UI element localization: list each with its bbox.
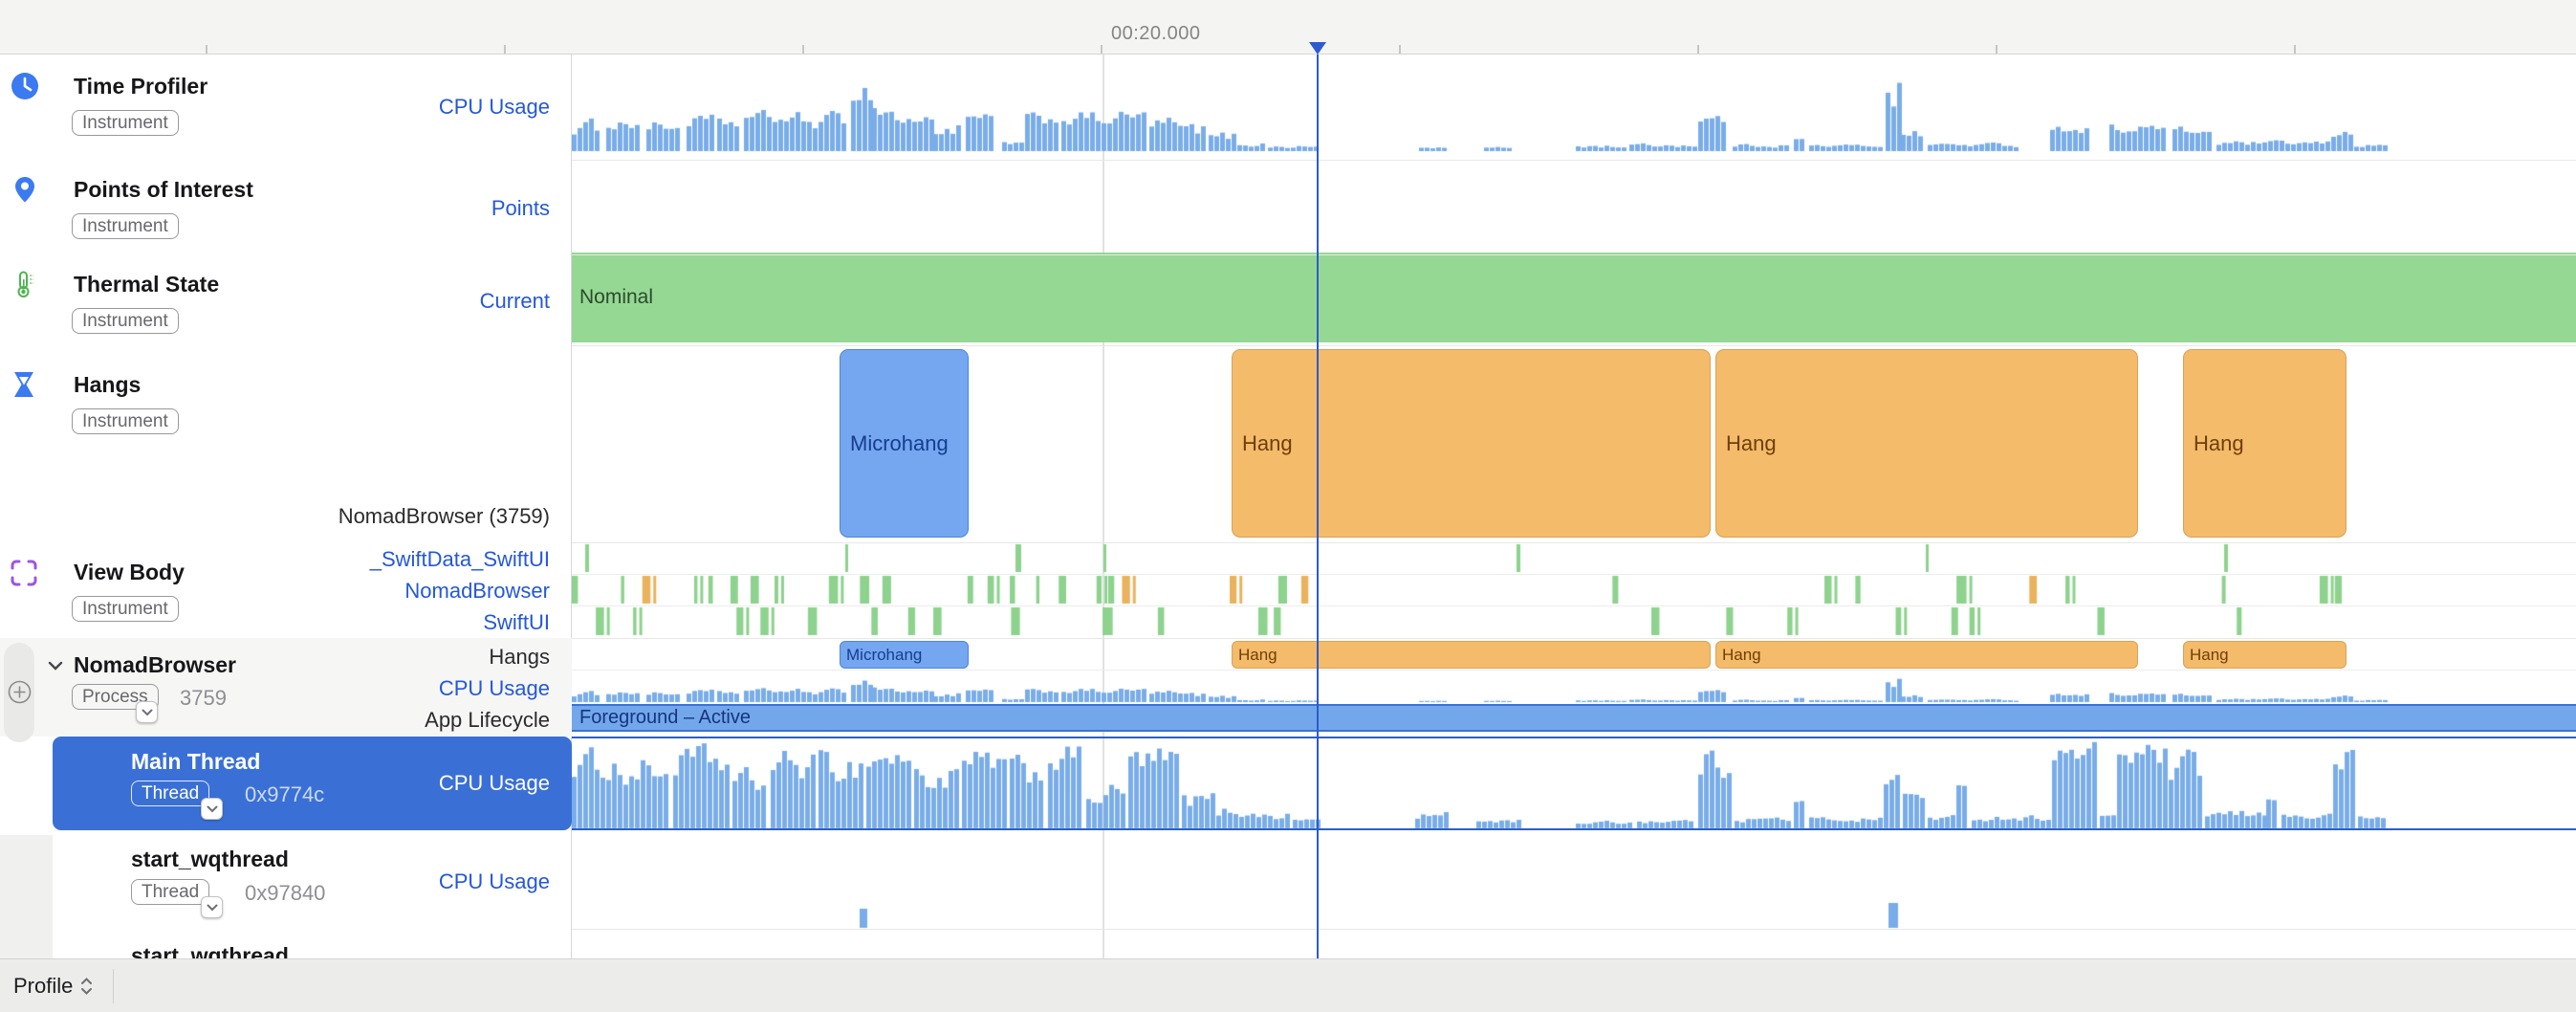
thread-title: start_wqthread — [131, 943, 289, 958]
badge-chevron-button[interactable] — [201, 798, 223, 820]
track-row-time-profiler[interactable]: Time Profiler Instrument CPU Usage — [0, 55, 572, 160]
hang-chip-label: Microhang — [846, 645, 923, 664]
badge-chevron-button[interactable] — [136, 701, 158, 723]
ruler-tick — [1996, 45, 1997, 54]
bottom-toolbar: Profile — [0, 958, 2576, 1012]
lane-label-cpu-usage: CPU Usage — [438, 869, 550, 893]
main-thread-track-top-border — [572, 737, 2576, 738]
lane-label-hangs: Hangs — [489, 645, 550, 669]
track-title: Hangs — [74, 372, 142, 397]
instrument-badge: Instrument — [72, 308, 179, 334]
app-lifecycle-track[interactable]: Foreground – Active — [572, 704, 2576, 732]
thread-title: start_wqthread — [131, 847, 289, 871]
ruler-tick — [206, 45, 207, 54]
lane-label-cpu-usage: CPU Usage — [438, 676, 550, 700]
lane-label-app-lifecycle: App Lifecycle — [425, 708, 550, 732]
lane-label-cpu-usage: CPU Usage — [438, 771, 550, 795]
thread-badge[interactable]: Thread — [131, 879, 210, 905]
process-badge[interactable]: Process — [72, 684, 159, 710]
instrument-badge: Instrument — [72, 110, 179, 136]
hang-interval-label: Microhang — [850, 430, 949, 455]
track-title: View Body — [74, 560, 185, 584]
instrument-badge: Instrument — [72, 408, 179, 434]
track-row-main-thread[interactable]: Main Thread Thread 0x9774c CPU Usage — [53, 737, 572, 830]
hang-chip-hang[interactable]: Hang — [2183, 641, 2347, 669]
profile-selector[interactable]: Profile — [13, 974, 93, 999]
lane-label-points: Points — [491, 196, 550, 220]
profile-selector-label: Profile — [13, 973, 74, 998]
hang-chip-hang[interactable]: Hang — [1232, 641, 1711, 669]
hang-chip-microhang[interactable]: Microhang — [840, 641, 969, 669]
hang-interval-hang[interactable]: Hang — [2183, 349, 2347, 538]
process-pid: 3759 — [180, 686, 227, 710]
thread-id: 0x9774c — [245, 782, 325, 806]
playhead-handle-icon[interactable] — [1309, 42, 1326, 55]
hang-interval-label: Hang — [1726, 430, 1777, 455]
ruler-tick — [1399, 45, 1401, 54]
instrument-badge: Instrument — [72, 213, 179, 239]
thread-id: 0x97840 — [245, 881, 326, 905]
hang-chip-hang[interactable]: Hang — [1715, 641, 2138, 669]
track-row-view-body[interactable]: View Body Instrument _SwiftData_SwiftUI … — [0, 542, 572, 638]
main-thread-track-bottom-border — [572, 828, 2576, 830]
clock-icon — [11, 72, 39, 100]
lane-label-nomadbrowser: NomadBrowser — [404, 579, 550, 603]
hang-interval-label: Hang — [2194, 430, 2244, 455]
timeline-time-label: 00:20.000 — [1111, 23, 1201, 44]
track-title: Points of Interest — [74, 177, 253, 202]
hang-chip-label: Hang — [1238, 645, 1277, 664]
ruler-tick — [2294, 45, 2296, 54]
ruler-tick — [504, 45, 506, 54]
track-row-points-of-interest[interactable]: Points of Interest Instrument Points — [0, 160, 572, 254]
group-gutter-column — [0, 835, 53, 958]
hang-chip-label: Hang — [1722, 645, 1761, 664]
lane-label-current: Current — [479, 289, 550, 313]
hourglass-icon — [11, 370, 39, 399]
track-row-thermal-state[interactable]: Thermal State Instrument Current — [0, 254, 572, 345]
thread-title: Main Thread — [131, 749, 261, 774]
process-title: NomadBrowser — [74, 652, 236, 677]
ruler-tick — [1101, 45, 1102, 54]
app-lifecycle-state: Foreground – Active — [579, 707, 751, 728]
thermometer-icon — [11, 270, 39, 298]
thread-badge[interactable]: Thread — [131, 781, 210, 806]
add-track-button[interactable] — [8, 680, 32, 704]
track-row-start-wqthread[interactable]: start_wqthread Thread 0x97840 CPU Usage — [0, 835, 572, 929]
timeline-ruler[interactable]: 00:20.000 — [0, 0, 2576, 55]
ruler-tick — [1697, 45, 1699, 54]
track-title: Time Profiler — [74, 74, 208, 99]
instrument-badge: Instrument — [72, 596, 179, 622]
hang-interval-hang[interactable]: Hang — [1715, 349, 2138, 538]
track-list-sidebar: Time Profiler Instrument CPU Usage Point… — [0, 55, 572, 958]
lane-label-swiftui: SwiftUI — [483, 610, 550, 634]
playhead-line[interactable] — [1317, 55, 1319, 958]
disclosure-chevron-icon[interactable] — [48, 661, 63, 671]
map-pin-icon — [11, 175, 39, 204]
lane-label-cpu-usage: CPU Usage — [438, 95, 550, 119]
hang-interval-label: Hang — [1242, 430, 1293, 455]
track-row-process-nomadbrowser[interactable]: NomadBrowser Process 3759 Hangs CPU Usag… — [0, 638, 572, 742]
hang-interval-microhang[interactable]: Microhang — [840, 349, 969, 538]
track-title: Thermal State — [74, 272, 220, 297]
lane-label-process: NomadBrowser (3759) — [338, 504, 550, 528]
badge-chevron-button[interactable] — [201, 896, 223, 918]
track-row-hangs[interactable]: Hangs Instrument NomadBrowser (3759) — [0, 345, 572, 542]
viewfinder-icon — [11, 560, 39, 588]
toolbar-divider — [113, 969, 114, 1003]
hang-chip-label: Hang — [2190, 645, 2229, 664]
up-down-chevrons-icon — [81, 977, 93, 995]
hang-interval-hang[interactable]: Hang — [1232, 349, 1711, 538]
track-row-start-wqthread-2[interactable]: start_wqthread — [0, 929, 572, 958]
ruler-tick — [802, 45, 804, 54]
lane-label-swiftdata: _SwiftData_SwiftUI — [369, 547, 550, 571]
